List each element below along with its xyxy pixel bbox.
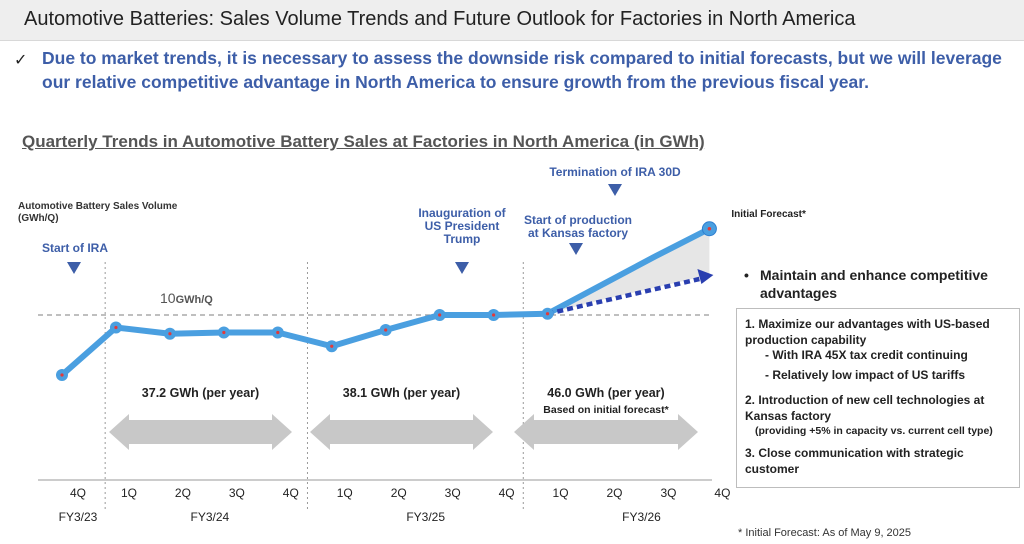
fiscal-year-label: FY3/25 <box>406 510 445 524</box>
annual-total-label: 38.1 GWh (per year) <box>343 386 460 400</box>
fiscal-year-label: FY3/26 <box>622 510 661 524</box>
footnote: * Initial Forecast: As of May 9, 2025 <box>738 527 912 539</box>
event-marker-icon <box>455 262 469 274</box>
x-tick-label: 2Q <box>606 486 622 500</box>
x-tick-label: 2Q <box>175 486 191 500</box>
title-bar: Automotive Batteries: Sales Volume Trend… <box>0 0 1024 41</box>
data-point-center <box>330 344 334 348</box>
advantage-sub-45x: - With IRA 45X tax credit continuing <box>765 348 968 362</box>
advantages-box: 1. Maximize our advantages with US-based… <box>736 308 1020 488</box>
event-label: Inauguration of <box>418 206 506 220</box>
reference-line-label: 10GWh/Q <box>160 290 213 306</box>
event-marker-icon <box>67 262 81 274</box>
x-tick-label: 1Q <box>553 486 569 500</box>
data-point-center <box>222 330 226 335</box>
event-label: Start of production <box>524 213 632 227</box>
fiscal-year-label: FY3/23 <box>59 510 98 524</box>
x-tick-label: 1Q <box>337 486 353 500</box>
event-label: at Kansas factory <box>528 226 628 240</box>
annual-span-arrow <box>310 414 493 450</box>
x-tick-label: 4Q <box>283 486 299 500</box>
data-point-center <box>545 312 550 316</box>
data-point-center <box>276 330 280 335</box>
event-marker-icon <box>569 243 583 255</box>
annual-total-label: 46.0 GWh (per year) <box>547 386 664 400</box>
section-title: Quarterly Trends in Automotive Battery S… <box>22 132 705 151</box>
check-icon: ✓ <box>14 50 28 69</box>
fiscal-year-label: FY3/24 <box>191 510 230 524</box>
data-point-center <box>384 328 388 332</box>
annual-span-arrow <box>514 414 698 450</box>
advantages-heading-text: Maintain and enhance competitive advanta… <box>760 267 988 301</box>
data-point-center <box>168 332 172 336</box>
y-axis-label: (GWh/Q) <box>18 213 59 224</box>
event-label: US President <box>425 219 500 233</box>
event-label: Termination of IRA 30D <box>549 165 681 179</box>
series-outlook-line <box>547 276 700 316</box>
advantages-heading: • Maintain and enhance competitive advan… <box>744 266 1019 302</box>
x-tick-label: 4Q <box>499 486 515 500</box>
event-marker-icon <box>608 184 622 196</box>
data-point-center <box>114 325 118 330</box>
x-tick-label: 1Q <box>121 486 137 500</box>
advantage-item-3: 3. Close communication with strategic cu… <box>745 446 964 476</box>
annual-total-label: 37.2 GWh (per year) <box>142 386 259 400</box>
annual-span-arrow <box>109 414 292 450</box>
event-label: Trump <box>444 232 481 246</box>
annual-total-sub: Based on initial forecast* <box>543 404 669 416</box>
advantage-sub-tariffs: - Relatively low impact of US tariffs <box>765 368 966 382</box>
advantage-item-2: 2. Introduction of new cell technologies… <box>745 393 985 423</box>
event-label: Start of IRA <box>42 241 108 255</box>
forecast-label: Initial Forecast* <box>731 209 806 220</box>
advantage-note-capacity: (providing +5% in capacity vs. current c… <box>755 425 993 437</box>
data-point-center <box>492 313 496 317</box>
bullet-icon: • <box>744 267 749 283</box>
data-point-center <box>60 373 64 377</box>
series-actual-line <box>59 310 551 378</box>
x-tick-label: 4Q <box>714 486 730 500</box>
x-tick-label: 3Q <box>445 486 461 500</box>
y-axis-label: Automotive Battery Sales Volume <box>18 201 178 212</box>
x-tick-label: 4Q <box>70 486 86 500</box>
forecast-end-center <box>707 226 712 231</box>
x-tick-label: 3Q <box>229 486 245 500</box>
series-outlook-arrowhead <box>697 269 714 284</box>
series-forecast-line <box>544 225 713 317</box>
data-point-center <box>438 313 442 317</box>
x-tick-label: 2Q <box>391 486 407 500</box>
x-tick-label: 3Q <box>660 486 676 500</box>
key-message: Due to market trends, it is necessary to… <box>42 48 1002 92</box>
advantage-item-1: 1. Maximize our advantages with US-based… <box>745 317 990 347</box>
page-title: Automotive Batteries: Sales Volume Trend… <box>24 8 856 30</box>
